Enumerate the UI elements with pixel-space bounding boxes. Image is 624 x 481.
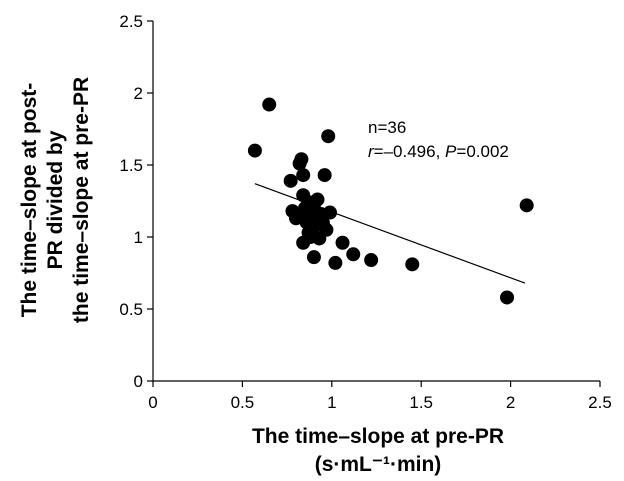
y-axis-title-line-1: The time–slope at post- — [18, 83, 41, 318]
y-tick-label: 2 — [134, 84, 143, 103]
x-tick-label: 2 — [506, 393, 515, 412]
data-point — [310, 192, 325, 207]
data-point — [405, 257, 420, 272]
y-tick-label: 1.5 — [119, 156, 143, 175]
data-point — [294, 152, 309, 167]
y-tick-label: 0.5 — [119, 300, 143, 319]
data-point — [289, 211, 304, 226]
x-tick-label: 0 — [148, 393, 157, 412]
data-point — [323, 205, 338, 220]
data-point — [283, 173, 298, 188]
data-point — [346, 247, 361, 262]
x-axis-title-line-1: The time–slope at pre-PR — [252, 425, 504, 448]
annotation-stats: r=–0.496, P=0.002 — [368, 142, 509, 161]
data-point — [299, 206, 314, 221]
data-point — [519, 198, 534, 213]
regression-line — [254, 183, 526, 284]
y-axis: 0 0.5 1 1.5 2 2.5 — [119, 12, 154, 391]
data-point — [328, 255, 343, 270]
data-point — [335, 235, 350, 250]
y-tick-label: 2.5 — [119, 12, 143, 31]
y-axis-title-line-3: the time–slope at pre-PR — [70, 77, 93, 323]
data-point — [296, 168, 311, 183]
x-tick-label: 2.5 — [588, 393, 612, 412]
data-point — [262, 97, 277, 112]
x-tick-label: 1.5 — [409, 393, 433, 412]
x-tick-label: 0.5 — [231, 393, 255, 412]
data-point — [500, 290, 515, 305]
data-point — [247, 143, 262, 158]
annotation-n: n=36 — [368, 118, 406, 137]
y-tick-label: 1 — [134, 228, 143, 247]
data-point — [303, 230, 318, 244]
data-points — [247, 97, 534, 305]
data-point — [364, 253, 379, 268]
x-tick-label: 1 — [327, 393, 336, 412]
y-tick-label: 0 — [134, 372, 143, 391]
y-axis-title-line-2: PR divided by — [44, 130, 67, 269]
data-point — [321, 129, 336, 144]
x-axis: 0 0.5 1 1.5 2 2.5 — [148, 380, 612, 412]
x-axis-title-line-2: (s·mL⁻¹·min) — [315, 453, 442, 476]
data-point — [319, 222, 334, 237]
data-point — [306, 250, 321, 265]
data-point — [317, 168, 332, 183]
